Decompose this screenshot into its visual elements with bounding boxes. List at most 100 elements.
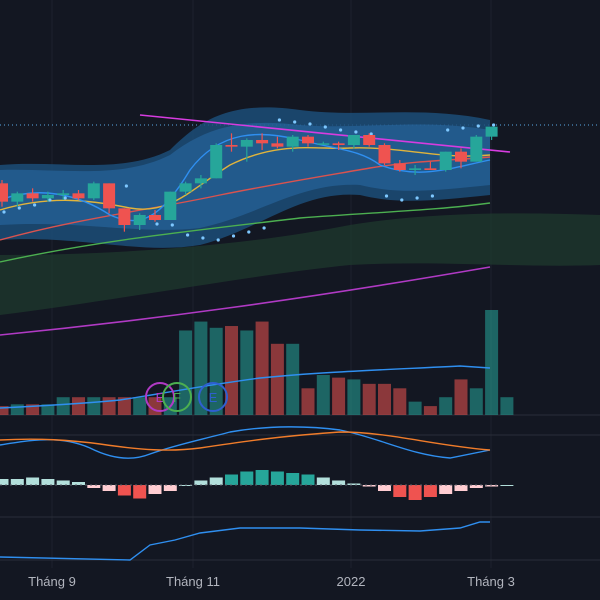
sar-dot bbox=[400, 198, 404, 202]
candle-body bbox=[302, 136, 314, 144]
sar-dot bbox=[231, 234, 236, 238]
volume-bar bbox=[286, 343, 300, 415]
ma-blue-line bbox=[0, 133, 491, 222]
indicator-bottom-line bbox=[0, 521, 490, 561]
sar-dot bbox=[33, 203, 37, 207]
x-tick-label: 2022 bbox=[337, 574, 366, 589]
histogram-bar bbox=[439, 485, 453, 494]
candle-body bbox=[286, 136, 299, 147]
volume-bar bbox=[117, 397, 131, 415]
candle-body bbox=[11, 193, 24, 202]
sar-dot bbox=[277, 118, 281, 122]
ma-long-line bbox=[0, 266, 491, 336]
candle bbox=[179, 181, 192, 195]
candle-body bbox=[439, 151, 452, 170]
candle bbox=[317, 141, 330, 145]
histogram-bar bbox=[500, 485, 514, 486]
histogram-bar bbox=[270, 471, 284, 485]
volume-bar bbox=[102, 397, 116, 415]
candle bbox=[378, 143, 391, 165]
signal-line bbox=[0, 431, 491, 451]
ma-yellow-line bbox=[0, 146, 491, 211]
candles[interactable] bbox=[0, 126, 498, 232]
event-marker-label: E bbox=[156, 390, 165, 405]
histogram-bar bbox=[423, 485, 437, 497]
candle-body bbox=[347, 135, 360, 145]
histogram-bar bbox=[454, 485, 468, 491]
candle-body bbox=[194, 178, 207, 184]
volume-bar bbox=[316, 374, 330, 415]
sar-dot bbox=[186, 233, 190, 237]
sar-dot bbox=[492, 123, 496, 127]
candle-body bbox=[26, 193, 39, 199]
histogram-bar bbox=[347, 483, 361, 485]
candle bbox=[103, 183, 116, 214]
volume-bar bbox=[255, 321, 269, 415]
candle-body bbox=[210, 145, 223, 179]
histogram-bar bbox=[72, 482, 85, 485]
candle-body bbox=[0, 183, 8, 202]
histogram-bar bbox=[117, 485, 131, 496]
volume-bar bbox=[240, 330, 254, 415]
volume-bar bbox=[10, 404, 24, 415]
volume-bar bbox=[423, 406, 437, 415]
histogram-bar bbox=[301, 474, 315, 485]
histogram-bar bbox=[469, 485, 483, 488]
histogram-bar bbox=[0, 479, 9, 485]
volume-bar bbox=[179, 330, 193, 415]
volume-ma-line bbox=[0, 365, 491, 409]
event-marker-circle bbox=[198, 382, 228, 412]
candle bbox=[225, 133, 238, 152]
volume-bar bbox=[393, 388, 407, 415]
sar-dot bbox=[461, 126, 465, 130]
x-axis: Tháng 9 Tháng 11 2022 Tháng 3 bbox=[28, 574, 515, 589]
histogram-bar bbox=[209, 477, 223, 485]
volume-bar bbox=[408, 401, 422, 415]
candle-body bbox=[103, 183, 116, 209]
candle bbox=[439, 151, 452, 172]
candle bbox=[393, 160, 406, 172]
histogram-bar bbox=[102, 485, 116, 491]
candle-body bbox=[41, 195, 54, 199]
histogram-bar bbox=[10, 479, 24, 485]
macd-line bbox=[0, 426, 491, 459]
volume-bar bbox=[439, 397, 453, 415]
candle-body bbox=[256, 140, 269, 144]
candle bbox=[347, 135, 360, 149]
candle-body bbox=[393, 163, 406, 170]
sar-dot bbox=[339, 128, 343, 132]
sar-dot bbox=[293, 120, 297, 124]
event-marker-label: F bbox=[173, 390, 181, 405]
sar-dot bbox=[323, 125, 327, 129]
sar-dot bbox=[354, 130, 358, 134]
volume-bar bbox=[500, 397, 514, 415]
candle-body bbox=[409, 168, 422, 170]
candle-body bbox=[164, 191, 177, 220]
sar-dot bbox=[155, 222, 159, 226]
histogram-bar bbox=[286, 473, 300, 485]
volume-bar bbox=[469, 388, 483, 415]
volume-bar bbox=[0, 406, 9, 415]
candle-body bbox=[240, 140, 253, 147]
sar-dot bbox=[446, 128, 450, 132]
volume-bar bbox=[270, 343, 284, 415]
sar-dot bbox=[476, 124, 480, 128]
volume-bar bbox=[56, 397, 70, 415]
candle-body bbox=[363, 135, 376, 145]
volume-bar bbox=[72, 397, 85, 415]
candle-body bbox=[87, 183, 100, 199]
x-tick-label: Tháng 9 bbox=[28, 574, 76, 589]
indicator-lines bbox=[0, 114, 511, 336]
volume-bar bbox=[209, 327, 223, 415]
candle-body bbox=[485, 126, 498, 137]
candle bbox=[256, 133, 269, 150]
volume-bar bbox=[378, 383, 391, 415]
histogram-bar bbox=[87, 485, 101, 488]
sar-dot bbox=[63, 196, 67, 200]
histogram-bar bbox=[225, 474, 238, 485]
histogram-bar bbox=[408, 485, 422, 500]
candle-body bbox=[470, 136, 483, 162]
sar-dot bbox=[384, 194, 389, 198]
